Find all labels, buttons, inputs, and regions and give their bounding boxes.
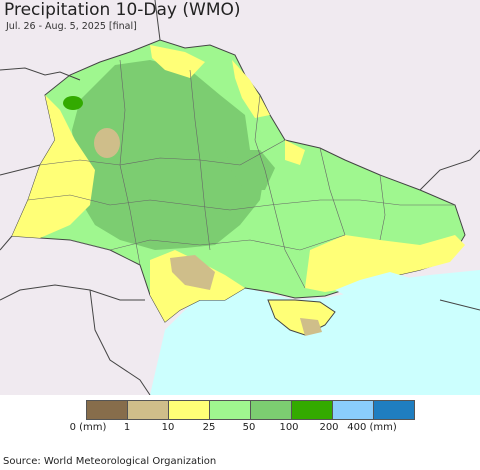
- region-10-25mm-north: [150, 45, 205, 78]
- oblast-borders: [27, 59, 455, 289]
- legend-label-1: 1: [123, 422, 131, 433]
- precipitation-map: [0, 0, 480, 395]
- region-50-100mm: [72, 60, 265, 250]
- legend-swatch-5: [292, 401, 333, 419]
- legend-swatch-1: [128, 401, 169, 419]
- color-legend: [86, 400, 415, 420]
- legend-label-5: 100: [279, 422, 299, 433]
- region-10-25mm-southeast: [305, 235, 465, 292]
- legend-labels: 0 (mm) 1 10 25 50 100 200 400 (mm): [0, 422, 480, 436]
- sea-of-azov: [335, 272, 410, 300]
- legend-swatch-7: [374, 401, 414, 419]
- region-1-10mm-south: [170, 255, 215, 290]
- legend-label-7: 400 (mm): [347, 422, 397, 433]
- legend-swatch-4: [251, 401, 292, 419]
- legend-label-4: 50: [242, 422, 256, 433]
- region-50mm-ne: [225, 150, 275, 190]
- legend-swatch-6: [333, 401, 374, 419]
- map-title: Precipitation 10-Day (WMO): [4, 0, 241, 20]
- legend-label-0: 0 (mm): [69, 422, 107, 433]
- legend-label-6: 200: [319, 422, 339, 433]
- region-10-25mm-east: [285, 140, 305, 165]
- region-1-10mm-crimea: [300, 318, 322, 336]
- region-10-25mm-west: [12, 95, 95, 238]
- legend-label-3: 25: [202, 422, 216, 433]
- legend-label-2: 10: [161, 422, 175, 433]
- legend-swatch-0: [87, 401, 128, 419]
- region-1-10mm-west: [94, 128, 120, 158]
- region-10-25mm-northeast: [232, 60, 270, 118]
- legend-swatch-2: [169, 401, 210, 419]
- source-credit: Source: World Meteorological Organizatio…: [3, 456, 217, 467]
- map-subtitle: Jul. 26 - Aug. 5, 2025 [final]: [6, 21, 137, 32]
- neighbour-borders: [0, 0, 480, 395]
- region-100-200mm: [63, 96, 83, 110]
- legend-swatch-3: [210, 401, 251, 419]
